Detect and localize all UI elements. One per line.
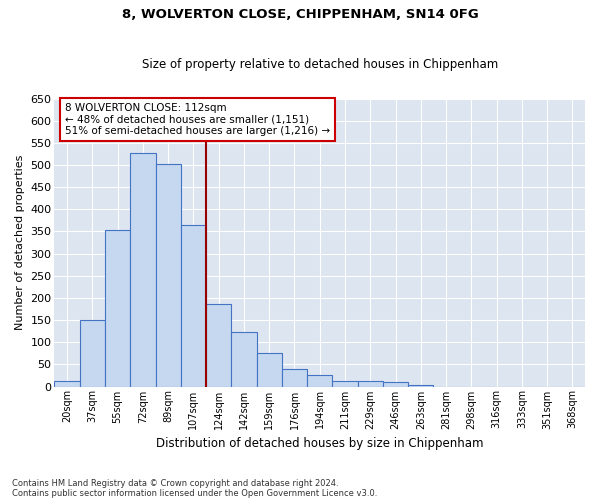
Bar — [80, 320, 105, 386]
Bar — [206, 304, 232, 386]
Bar — [307, 374, 332, 386]
Bar — [55, 381, 80, 386]
Bar — [408, 385, 433, 386]
Bar — [358, 381, 383, 386]
Bar — [105, 230, 130, 386]
Text: 8, WOLVERTON CLOSE, CHIPPENHAM, SN14 0FG: 8, WOLVERTON CLOSE, CHIPPENHAM, SN14 0FG — [122, 8, 478, 20]
Bar — [383, 382, 408, 386]
Y-axis label: Number of detached properties: Number of detached properties — [15, 155, 25, 330]
Bar — [257, 354, 282, 386]
Bar — [181, 225, 206, 386]
Bar — [232, 332, 257, 386]
Bar — [282, 369, 307, 386]
Bar — [332, 381, 358, 386]
Title: Size of property relative to detached houses in Chippenham: Size of property relative to detached ho… — [142, 58, 498, 71]
X-axis label: Distribution of detached houses by size in Chippenham: Distribution of detached houses by size … — [156, 437, 484, 450]
Bar — [155, 164, 181, 386]
Text: Contains public sector information licensed under the Open Government Licence v3: Contains public sector information licen… — [12, 488, 377, 498]
Bar — [130, 152, 155, 386]
Text: 8 WOLVERTON CLOSE: 112sqm
← 48% of detached houses are smaller (1,151)
51% of se: 8 WOLVERTON CLOSE: 112sqm ← 48% of detac… — [65, 103, 330, 136]
Text: Contains HM Land Registry data © Crown copyright and database right 2024.: Contains HM Land Registry data © Crown c… — [12, 478, 338, 488]
